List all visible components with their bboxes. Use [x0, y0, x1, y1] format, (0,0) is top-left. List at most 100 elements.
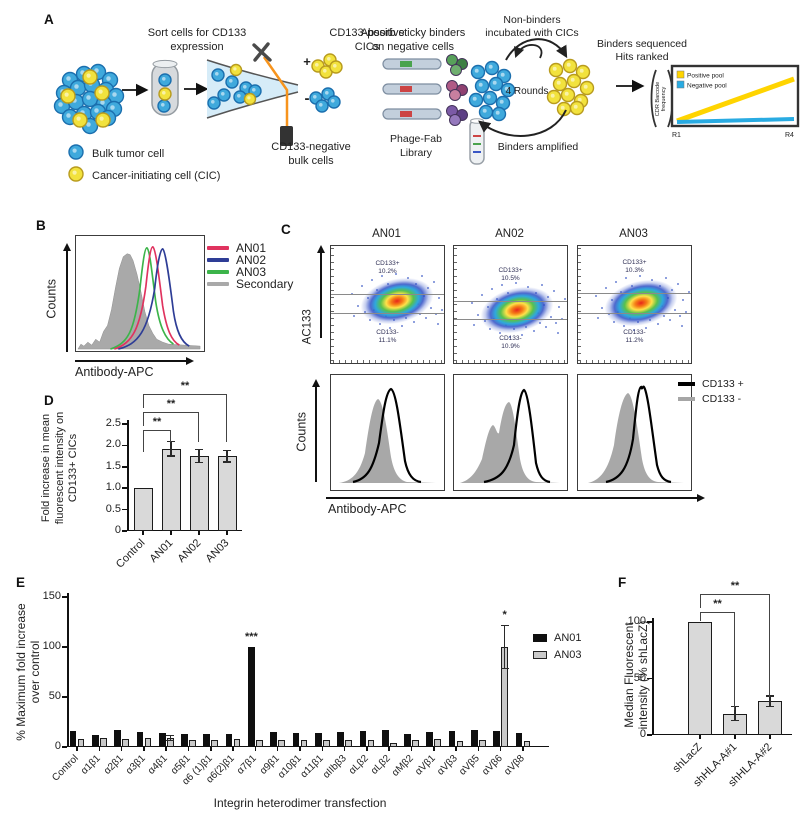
- neg-gate-name: CD133-: [623, 328, 646, 336]
- bar-an01-αMβ2: [404, 734, 411, 747]
- cell-highlight: [58, 102, 63, 107]
- pos-gate-name: CD133+: [375, 259, 400, 267]
- y-tick: [122, 466, 127, 468]
- cell-highlight: [315, 63, 319, 67]
- binder-blob-icon: [446, 54, 458, 66]
- bar-an01-Control: [69, 731, 77, 747]
- y-axis: [652, 618, 654, 735]
- x-tick: [120, 747, 123, 751]
- pos-gate-name: CD133+: [622, 258, 647, 266]
- cell-highlight: [313, 95, 317, 99]
- cell-highlight: [495, 110, 500, 115]
- x-tick: [699, 735, 701, 739]
- an01-series-label: AN01: [554, 632, 582, 644]
- panel-e-xlabel: Integrin heterodimer transfection: [213, 796, 387, 810]
- bar-an03-α9β1: [278, 740, 286, 747]
- panel-b-label: B: [36, 218, 46, 233]
- cell-highlight: [564, 91, 569, 96]
- y-tick-label: 0.5: [105, 502, 121, 515]
- an03-bar-swatch: [533, 651, 547, 659]
- y-tick: [62, 696, 67, 698]
- sig-annotation: *: [502, 609, 507, 621]
- cell-highlight: [86, 122, 91, 127]
- panel-c-counts-label: Counts: [294, 411, 309, 452]
- cell-highlight: [573, 104, 578, 109]
- bar-an01-αVβ6: [493, 731, 501, 747]
- sig-label: **: [713, 598, 722, 610]
- nonbinders-label-line2: incubated with CICs: [485, 27, 578, 39]
- bar-an03-α7β1: [256, 740, 263, 747]
- panel-d-chart: 0 0.5 1.0 1.5 2.0 2.5 Control AN01 AN02 AN03 ** ** *…: [106, 380, 245, 571]
- absorb-label-line2: on negative cells: [372, 41, 454, 53]
- bar-an01-α4β1: [158, 733, 166, 747]
- cell-highlight: [333, 64, 337, 68]
- cell-highlight: [552, 66, 557, 71]
- density-cluster: [355, 270, 438, 332]
- error-bar: [198, 449, 200, 463]
- y-tick-label: 0: [639, 728, 646, 740]
- neg-gate-label: CD133- 11.1%: [331, 329, 444, 346]
- cd133-neg-curve: [460, 402, 560, 483]
- error-bar-cap: [223, 449, 231, 451]
- cell-highlight: [237, 94, 241, 98]
- secondary-label: Secondary: [236, 277, 294, 291]
- neg-gate-name: CD133-: [376, 328, 399, 336]
- density-cluster: [476, 280, 559, 341]
- nonbinders-label-line1: Non-binders: [503, 14, 560, 26]
- binder-blob-icon: [449, 89, 461, 101]
- neg-gate-label: CD133- 10.9%: [454, 335, 567, 352]
- library-tube: [469, 118, 485, 165]
- cell-highlight: [570, 77, 575, 82]
- cell-highlight: [76, 116, 81, 121]
- left-paren: [650, 69, 657, 128]
- cd133-neg-swatch: [678, 397, 695, 401]
- sig-bracket-leg: [143, 430, 145, 452]
- y-ticks: [454, 248, 457, 361]
- legend-item: CD133 +: [678, 378, 744, 390]
- x-tick: [276, 747, 279, 751]
- cell-highlight: [492, 80, 497, 85]
- panel-b-xlabel: Antibody-APC: [75, 365, 154, 379]
- legend-item: AN03: [207, 265, 266, 279]
- panel-c-xlabel: Antibody-APC: [328, 502, 407, 516]
- error-bar-cap: [731, 720, 739, 722]
- panel-d-ylabel-line1: Fold increase in mean: [40, 413, 52, 523]
- error-bar-cap: [166, 735, 175, 737]
- error-bar: [734, 705, 736, 722]
- panel-e-chart: 0 50 100 150 Control α1β1 α2β1 α3β1 α4β1 α5β1 α6 (…: [43, 585, 552, 787]
- x-tick: [142, 531, 144, 535]
- sig-bracket-leg: [768, 594, 770, 697]
- bar-an03-α1β1: [99, 738, 107, 747]
- x-tick: [734, 735, 736, 739]
- pos-gate-label: CD133+ 10.5%: [454, 267, 567, 284]
- bar-an03-αVβ5: [479, 740, 486, 747]
- legend-item: Secondary: [207, 277, 293, 291]
- error-bar-cap: [766, 695, 774, 697]
- funnel-cells: [207, 63, 262, 110]
- sig-label: **: [180, 380, 190, 392]
- y-tick: [647, 621, 652, 623]
- an01-histogram: [114, 245, 180, 350]
- an02-swatch: [207, 258, 229, 262]
- cell-highlight: [100, 100, 105, 105]
- cell-highlight: [161, 103, 165, 107]
- cell-highlight: [577, 97, 582, 102]
- tube-cells: [157, 73, 172, 113]
- bar-an03-α6(2)β1: [233, 739, 241, 747]
- sig-label: **: [152, 416, 162, 428]
- panel-c-x-arrow: [326, 494, 705, 501]
- sig-annotation: ***: [244, 631, 258, 643]
- panel-c-title-an02: AN02: [495, 228, 524, 240]
- bar-an01-αVβ5: [471, 730, 478, 747]
- cell-highlight: [550, 93, 555, 98]
- panel-c-label: C: [281, 222, 291, 237]
- cell-highlight: [233, 67, 237, 71]
- sig-bracket-leg: [225, 394, 227, 442]
- bar-AN02: [189, 456, 209, 531]
- cell-highlight: [486, 94, 491, 99]
- x-axis: [67, 745, 549, 747]
- x-ticks: [580, 360, 689, 363]
- binder-blob-icon: [449, 114, 461, 126]
- plus-sign: +: [303, 54, 311, 69]
